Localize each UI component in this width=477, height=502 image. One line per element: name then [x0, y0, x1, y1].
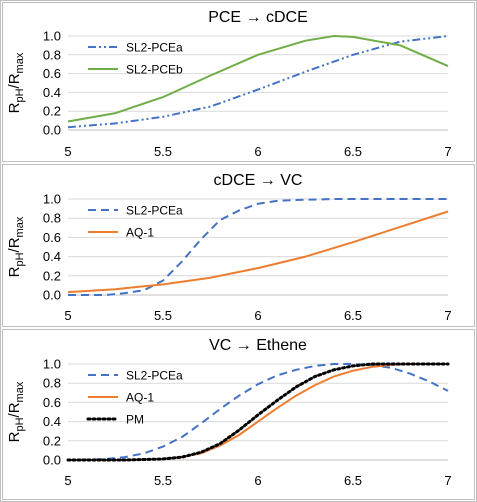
legend-label: SL2-PCEa	[126, 369, 183, 383]
series-line-sl2-pceb	[67, 35, 449, 123]
y-tick-label: 0.8	[43, 211, 61, 226]
y-tick-label: 0.2	[43, 433, 61, 448]
chart-panel-3: 0.0 0.2 0.4 0.6 0.8 1.0 5 5.5 6 6.5 7 VC → Ethene Rp…	[2, 329, 475, 500]
y-tick-label: 0.0	[43, 453, 61, 468]
legend-label: PM	[126, 413, 144, 427]
series-line-sl2-pcea	[67, 363, 449, 461]
y-tick-label: 0.8	[43, 47, 61, 62]
x-tick-label: 7	[444, 308, 451, 323]
legend-label: SL2-PCEa	[126, 204, 183, 218]
y-tick-label: 0.2	[43, 104, 61, 119]
series-line-pm	[66, 362, 450, 462]
y-tick-label: 0.4	[43, 414, 61, 429]
x-tick-label: 5	[64, 473, 71, 488]
x-tick-label: 7	[444, 473, 451, 488]
y-axis-label: RpH/Rmax	[6, 381, 26, 442]
series-line-sl2-pcea	[67, 35, 449, 129]
x-tick-label: 5.5	[154, 308, 172, 323]
y-tick-label: 0.0	[43, 123, 61, 138]
chart-panel-2: 0.0 0.2 0.4 0.6 0.8 1.0 5 5.5 6 6.5 7 cDCE → VC RpH/…	[2, 164, 475, 327]
x-tick-label: 7	[444, 144, 451, 159]
y-tick-label: 0.4	[43, 249, 61, 264]
x-tick-label: 5	[64, 144, 71, 159]
y-tick-label: 0.2	[43, 268, 61, 283]
legend-label: SL2-PCEa	[126, 41, 183, 55]
x-tick-label: 6.5	[344, 144, 362, 159]
x-tick-label: 5.5	[154, 144, 172, 159]
x-tick-label: 6.5	[344, 473, 362, 488]
chart-title: cDCE → VC	[214, 172, 303, 189]
y-tick-label: 0.6	[43, 230, 61, 245]
y-axis-label: RpH/Rmax	[6, 52, 26, 113]
y-tick-label: 1.0	[43, 29, 61, 44]
chart-title: PCE → cDCE	[208, 9, 308, 26]
y-tick-label: 0.6	[43, 66, 61, 81]
panel-border	[2, 329, 475, 500]
chart-panel-1: 0.0 0.2 0.4 0.6 0.8 1.0 5 5.5 6 6.5 7 PCE → cDCE RpH…	[2, 2, 475, 162]
y-axis-label: RpH/Rmax	[6, 216, 26, 277]
series-line-aq-1	[67, 210, 449, 294]
y-tick-label: 0.6	[43, 395, 61, 410]
legend-label: SL2-PCEb	[126, 63, 183, 77]
y-tick-label: 0.8	[43, 376, 61, 391]
x-tick-label: 6	[254, 308, 261, 323]
y-tick-label: 0.0	[43, 288, 61, 303]
x-tick-label: 6	[254, 473, 261, 488]
y-tick-label: 1.0	[43, 357, 61, 372]
panel-border	[2, 2, 475, 162]
y-tick-label: 0.4	[43, 85, 61, 100]
panel-border	[2, 164, 475, 327]
legend-label: AQ-1	[126, 226, 154, 240]
x-tick-label: 6.5	[344, 308, 362, 323]
x-tick-label: 5	[64, 308, 71, 323]
y-tick-label: 1.0	[43, 192, 61, 207]
legend-label: AQ-1	[126, 391, 154, 405]
chart-title: VC → Ethene	[209, 337, 307, 354]
x-tick-label: 5.5	[154, 473, 172, 488]
x-tick-label: 6	[254, 144, 261, 159]
